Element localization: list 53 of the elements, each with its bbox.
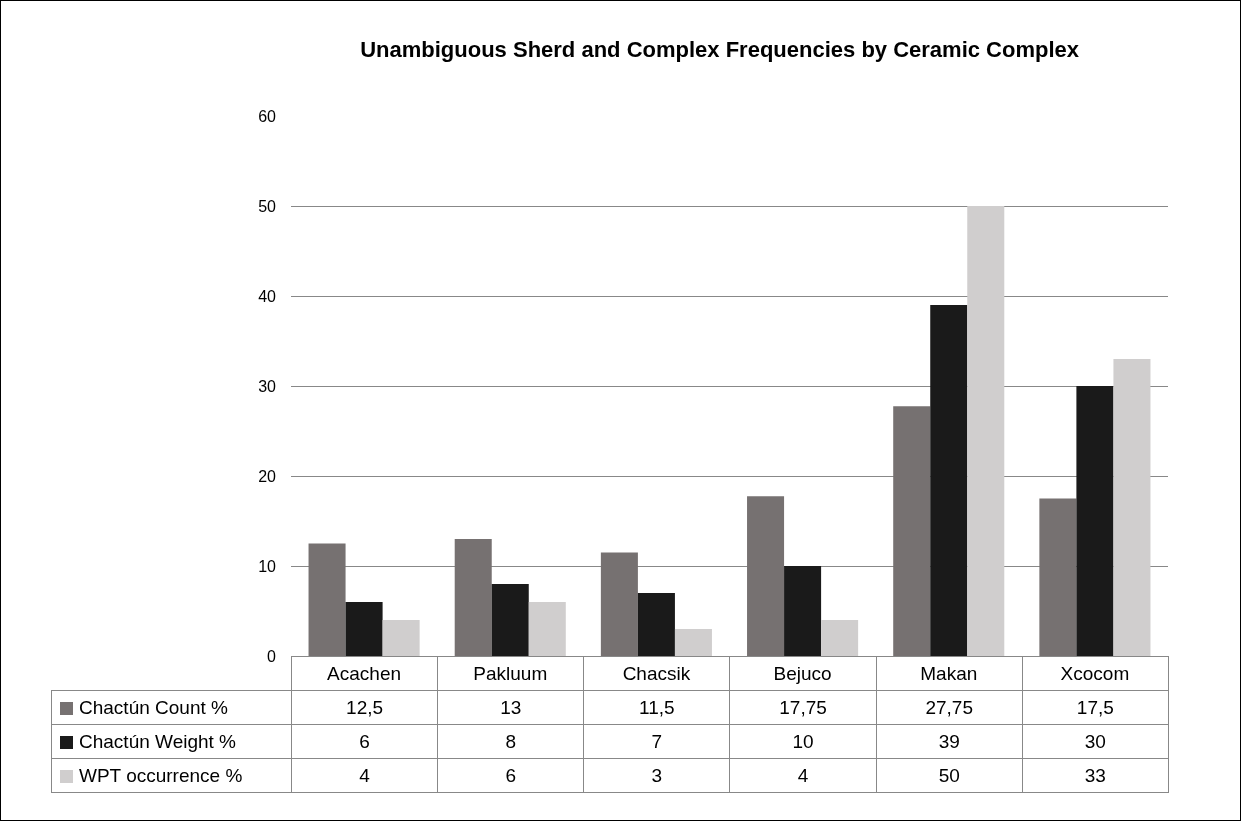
data-label: 10 <box>729 724 877 759</box>
bar <box>382 620 420 656</box>
data-label: 6 <box>291 724 438 759</box>
data-label: 30 <box>1022 724 1169 759</box>
bar <box>821 620 859 656</box>
x-tick-label: Acachen <box>327 662 402 684</box>
bar <box>893 406 931 656</box>
y-tick-label: 30 <box>258 377 277 395</box>
data-label: 6 <box>437 758 584 793</box>
data-label: 3 <box>583 758 730 793</box>
bar <box>674 629 712 656</box>
x-tick-label: Makan <box>920 662 978 684</box>
data-label: 7 <box>583 724 730 759</box>
bar <box>1039 498 1077 656</box>
data-label: 13 <box>437 690 584 725</box>
y-tick-label: 50 <box>258 197 277 215</box>
y-tick-label: 20 <box>258 467 277 485</box>
y-tick-label: 60 <box>258 107 277 125</box>
bar <box>1076 386 1114 656</box>
bar <box>637 593 675 656</box>
data-label: 4 <box>291 758 438 793</box>
bar <box>308 543 346 656</box>
y-tick-label: 40 <box>258 287 277 305</box>
bar <box>528 602 566 656</box>
data-label: 12,5 <box>291 690 438 725</box>
data-label: 11,5 <box>583 690 730 725</box>
data-label: 17,5 <box>1022 690 1169 725</box>
data-label: 17,75 <box>729 690 877 725</box>
bar <box>747 496 785 656</box>
chart-title: Unambiguous Sherd and Complex Frequencies by Ceramic Complex <box>360 36 1080 62</box>
bar <box>491 584 529 656</box>
bar <box>1113 359 1151 656</box>
bar <box>454 539 492 656</box>
legend-label: Chactún Count % <box>79 696 228 718</box>
legend-label: WPT occurrence % <box>79 764 243 786</box>
x-tick-label: Pakluum <box>473 662 548 684</box>
bar <box>345 602 383 656</box>
x-tick-label: Chacsik <box>622 662 691 684</box>
y-tick-label: 0 <box>267 647 277 665</box>
data-label: 50 <box>876 758 1023 793</box>
x-tick-label: Xcocom <box>1060 662 1130 684</box>
bar <box>930 305 968 656</box>
data-label: 39 <box>876 724 1023 759</box>
data-label: 4 <box>729 758 877 793</box>
data-label: 27,75 <box>876 690 1023 725</box>
legend-label: Chactún Weight % <box>79 730 237 752</box>
data-label: 8 <box>437 724 584 759</box>
y-tick-label: 10 <box>258 557 277 575</box>
bar <box>967 206 1005 656</box>
data-label: 33 <box>1022 758 1169 793</box>
x-tick-label: Bejuco <box>773 662 832 684</box>
bar <box>600 552 638 656</box>
bar <box>784 566 822 656</box>
